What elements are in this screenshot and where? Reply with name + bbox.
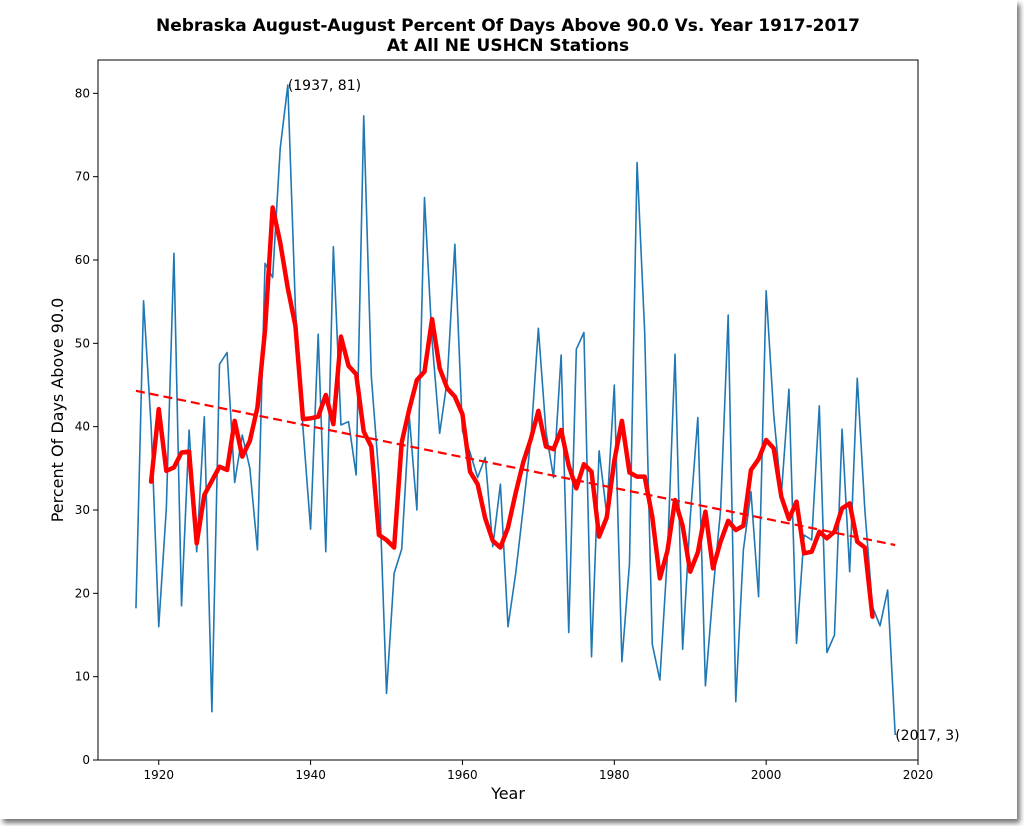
x-axis-label: Year — [490, 784, 525, 803]
point-annotation: (1937, 81) — [288, 78, 361, 94]
chart-subtitle: At All NE USHCN Stations — [387, 36, 629, 56]
point-annotation: (2017, 3) — [895, 728, 959, 744]
x-axis: 1920 1940 1960 1980 2000 2020 — [143, 760, 933, 782]
x-tick-label: 1920 — [143, 768, 174, 782]
y-tick-label: 20 — [75, 586, 90, 600]
series-layer — [135, 84, 897, 736]
y-tick-label: 10 — [75, 670, 90, 684]
x-tick-label: 2000 — [751, 768, 782, 782]
y-tick-label: 80 — [75, 86, 90, 100]
y-tick-label: 40 — [75, 420, 90, 434]
series-trend-line — [135, 389, 896, 547]
y-axis-label: Percent Of Days Above 90.0 — [48, 298, 67, 523]
y-tick-label: 60 — [75, 253, 90, 267]
plot-area — [97, 59, 919, 761]
y-tick-label: 50 — [75, 336, 90, 350]
y-tick-label: 0 — [82, 753, 90, 767]
x-tick-label: 1940 — [295, 768, 326, 782]
x-tick-label: 2020 — [903, 768, 934, 782]
series-moving-average — [148, 205, 875, 619]
y-axis: 0 10 20 30 40 50 60 70 80 — [75, 86, 98, 767]
y-tick-label: 30 — [75, 503, 90, 517]
chart-title: Nebraska August-August Percent Of Days A… — [156, 16, 860, 36]
chart-title-group: Nebraska August-August Percent Of Days A… — [156, 16, 860, 56]
x-tick-label: 1960 — [447, 768, 478, 782]
x-tick-label: 1980 — [599, 768, 630, 782]
y-tick-label: 70 — [75, 170, 90, 184]
annotation-layer: (1937, 81) (2017, 3) — [288, 78, 960, 744]
